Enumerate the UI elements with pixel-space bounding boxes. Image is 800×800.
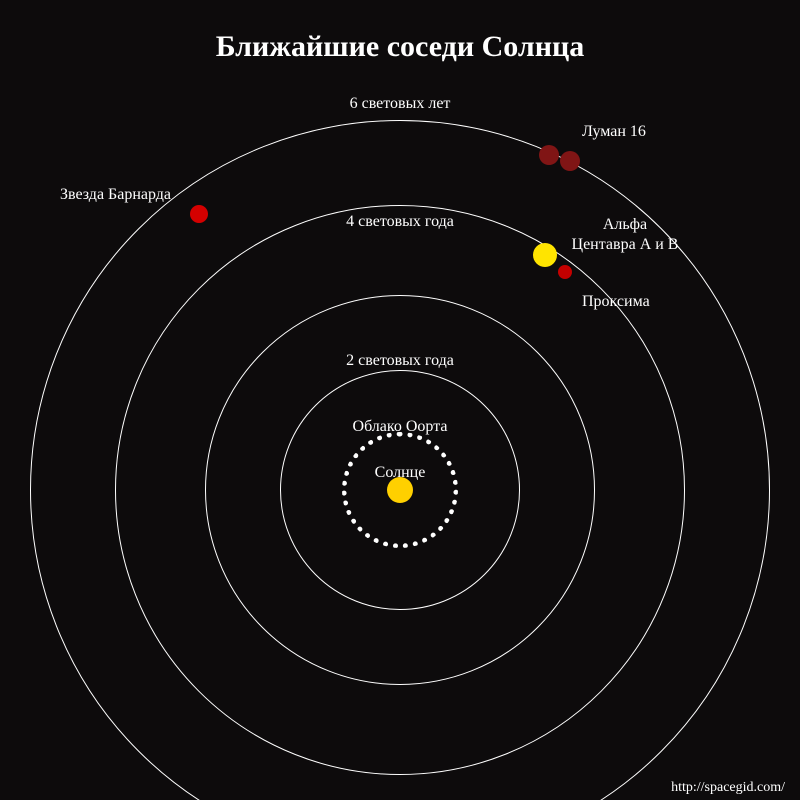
star-barnard	[190, 205, 208, 223]
star-proxima	[558, 265, 572, 279]
ring-label-1: 4 световых года	[346, 213, 454, 231]
star-label-2: Альфа Центавра А и В	[572, 215, 679, 255]
diagram-title: Ближайшие соседи Солнца	[0, 30, 800, 64]
ring-label-3: Облако Оорта	[353, 418, 448, 436]
diagram-canvas: Ближайшие соседи Солнца 6 световых лет 4 с…	[0, 0, 800, 800]
ring-label-2: 2 световых года	[346, 352, 454, 370]
star-label-0: Луман 16	[582, 122, 646, 142]
credit-link: http://spacegid.com/	[671, 780, 785, 796]
ring-label-0: 6 световых лет	[350, 95, 451, 113]
star-label-3: Проксима	[582, 292, 650, 312]
star-alpha-centauri	[533, 243, 557, 267]
star-luhman16-a	[539, 145, 559, 165]
star-sun	[387, 477, 413, 503]
star-label-1: Звезда Барнарда	[60, 185, 171, 205]
star-luhman16-b	[560, 151, 580, 171]
